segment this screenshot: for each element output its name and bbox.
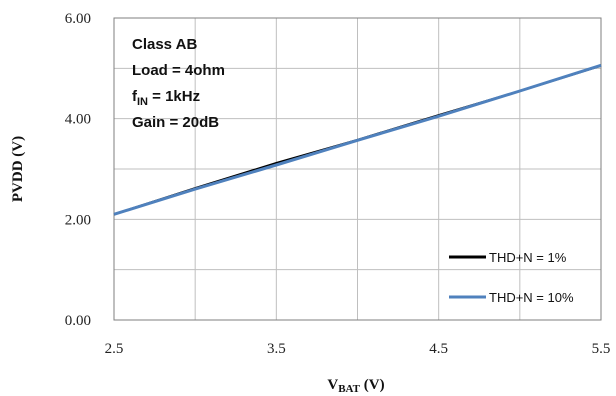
annotation-frequency: fIN = 1kHz bbox=[132, 88, 200, 108]
data-series bbox=[113, 63, 602, 216]
legend-label-thd-1: THD+N = 1% bbox=[489, 250, 567, 265]
annotation-frequency-sub: IN bbox=[137, 96, 148, 108]
x-tick-label: 5.5 bbox=[592, 341, 611, 357]
x-axis-title-sub: BAT bbox=[338, 383, 360, 395]
annotation-frequency-main: f bbox=[132, 88, 138, 105]
annotation-load: Load = 4ohm bbox=[132, 62, 225, 79]
y-tick-label: 2.00 bbox=[65, 212, 91, 228]
x-axis-title: VBAT (V) bbox=[327, 377, 384, 395]
legend-label-thd-10: THD+N = 10% bbox=[489, 290, 574, 305]
x-axis-tick-labels: 2.5 3.5 4.5 5.5 bbox=[105, 341, 611, 357]
y-axis-title: PVDD (V) bbox=[10, 136, 26, 202]
legend: THD+N = 1% THD+N = 10% bbox=[449, 250, 574, 305]
y-tick-label: 6.00 bbox=[65, 11, 91, 27]
series-line-thd-10 bbox=[113, 63, 602, 216]
y-tick-label: 4.00 bbox=[65, 112, 91, 128]
plot-area-frame bbox=[113, 17, 602, 321]
x-axis-title-main: V bbox=[327, 377, 338, 393]
y-axis-tick-labels: 0.00 2.00 4.00 6.00 bbox=[65, 11, 91, 329]
grid-lines bbox=[114, 18, 601, 320]
x-tick-label: 4.5 bbox=[429, 341, 448, 357]
x-axis-title-suffix: (V) bbox=[360, 377, 385, 393]
x-tick-label: 3.5 bbox=[267, 341, 286, 357]
annotation-class: Class AB bbox=[132, 36, 197, 53]
annotation-frequency-rest: = 1kHz bbox=[148, 88, 200, 105]
x-tick-label: 2.5 bbox=[105, 341, 124, 357]
annotation-gain: Gain = 20dB bbox=[132, 114, 219, 131]
y-tick-label: 0.00 bbox=[65, 313, 91, 329]
